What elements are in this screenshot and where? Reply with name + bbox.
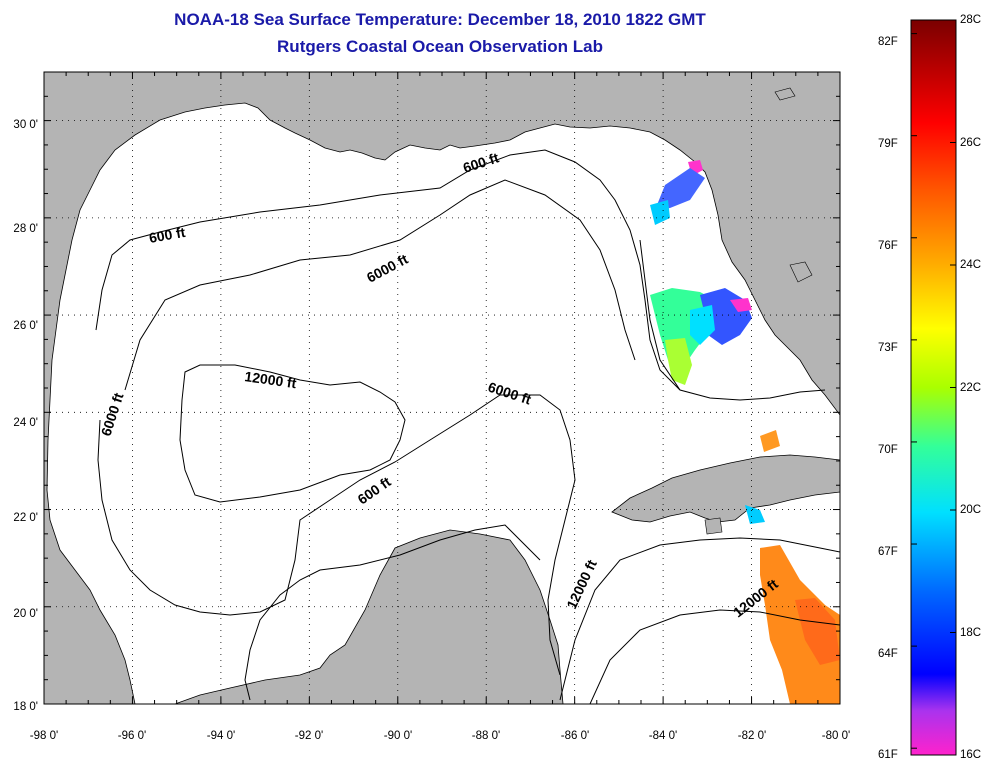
colorbar-c-label: 22C [960,382,982,394]
map-title: NOAA-18 Sea Surface Temperature: Decembe… [174,10,706,29]
map-subtitle: Rutgers Coastal Ocean Observation Lab [277,37,603,56]
contour-12000ft [179,364,406,503]
lon-label: -82 0' [738,730,766,742]
contour-caribbean-2 [589,609,840,704]
colorbar-c-label: 28C [960,14,982,26]
lon-label: -94 0' [207,730,235,742]
contour-label-12000ft: 12000 ft [244,368,298,391]
contour-12000ft-caribbean [559,537,840,701]
colorbar-f-label: 64F [878,648,898,660]
lat-label: 22 0' [13,512,38,524]
colorbar-f-label: 76F [878,240,898,252]
latitude-labels: 18 0' 20 0' 22 0' 24 0' 26 0' 28 0' 30 0… [13,119,38,713]
lat-label: 28 0' [13,223,38,235]
lon-label: -90 0' [384,730,412,742]
colorbar-c-label: 26C [960,137,982,149]
contour-florida-shelf [639,239,681,391]
lon-label: -80 0' [822,730,850,742]
colorbar-f-label: 82F [878,36,898,48]
contour-600ft-yucatan [244,524,541,701]
colorbar-f-label: 61F [878,749,898,761]
lon-label: -86 0' [561,730,589,742]
lat-label: 18 0' [13,701,38,713]
map-plot-area [44,72,840,704]
axis-ticks [43,71,841,705]
lat-label: 26 0' [13,320,38,332]
lon-label: -84 0' [649,730,677,742]
lat-label: 24 0' [13,417,38,429]
lon-label: -92 0' [295,730,323,742]
sst-data-patches [650,160,840,704]
colorbar-c-label: 18C [960,627,982,639]
colorbar-c-label: 24C [960,259,982,271]
us-gulf-coast-land [44,72,840,704]
colorbar-c-label: 20C [960,504,982,516]
colorbar-f-label: 79F [878,138,898,150]
yucatan-land [174,529,564,704]
colorbar-f-label: 73F [878,342,898,354]
contour-label-600ft: 600 ft [148,224,187,246]
colorbar-f-label: 67F [878,546,898,558]
lon-label: -88 0' [472,730,500,742]
cuba-land [611,454,840,523]
lon-label: -98 0' [30,730,58,742]
islands [704,87,813,535]
colorbar-c-label: 16C [960,749,982,761]
lat-label: 30 0' [13,119,38,131]
contour-6000ft [97,394,576,676]
lat-label: 20 0' [13,608,38,620]
longitude-labels: -98 0' -96 0' -94 0' -92 0' -90 0' -88 0… [30,730,850,742]
colorbar-f-label: 70F [878,444,898,456]
lat-lon-grid [44,72,840,704]
contour-6000ft-north [124,179,636,391]
colorbar [910,19,957,756]
colorbar-ticks [911,19,956,756]
lon-label: -96 0' [118,730,146,742]
